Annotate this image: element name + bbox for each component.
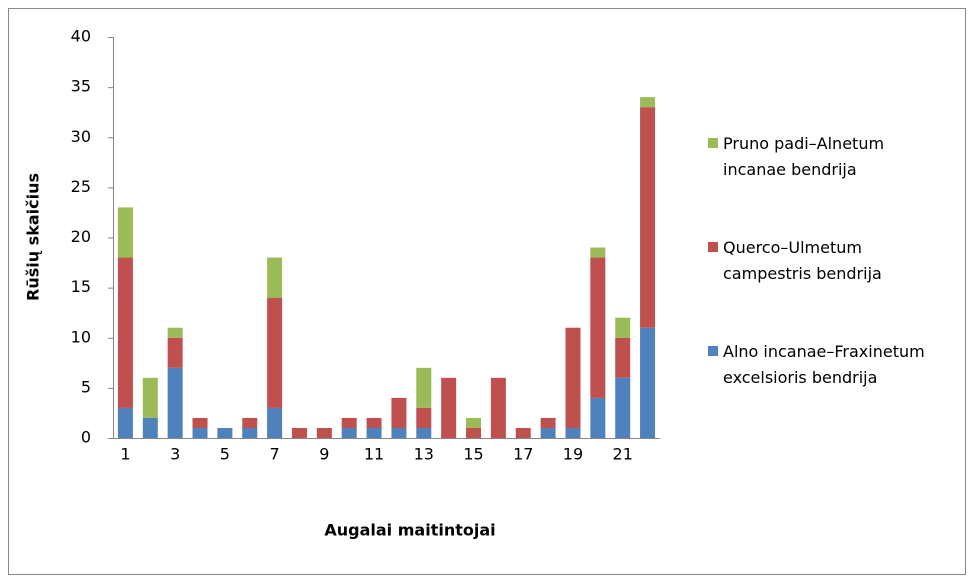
y-tick-label: 30: [71, 127, 91, 146]
bar-segment: [267, 257, 283, 298]
bar-segment: [341, 417, 357, 428]
bar-segment: [117, 207, 133, 258]
bar-segment: [490, 377, 506, 438]
y-axis-title: Rūšių skaičius: [24, 173, 43, 301]
bar-segment: [565, 327, 581, 428]
x-tick-label: 5: [220, 445, 230, 464]
bar-segment: [565, 427, 581, 438]
bar-segment: [142, 417, 158, 438]
bar-segment: [590, 247, 606, 258]
legend-label: Querco–Ulmetum campestris bendrija: [723, 238, 882, 283]
legend-swatch: [708, 138, 718, 148]
chart-border: [8, 8, 966, 575]
bar-segment: [366, 417, 382, 428]
bar-segment: [267, 297, 283, 408]
x-tick-label: 13: [414, 445, 434, 464]
bar-segment: [515, 427, 531, 438]
bar-segment: [466, 417, 482, 428]
bar-segment: [167, 337, 183, 368]
legend-entry: Pruno padi–Alnetum incanae bendrija: [708, 131, 943, 183]
bar-segment: [466, 427, 482, 438]
y-tick-label: 25: [71, 177, 91, 196]
bar-segment: [366, 427, 382, 438]
legend-swatch: [708, 242, 718, 252]
x-tick-label: 11: [364, 445, 384, 464]
y-tick-label: 0: [81, 428, 91, 447]
bar-segment: [117, 257, 133, 408]
bar-segment: [142, 377, 158, 418]
bar-segment: [615, 317, 631, 338]
y-tick-label: 5: [81, 377, 91, 396]
bar-segment: [291, 427, 307, 438]
bar-segment: [341, 427, 357, 438]
bar-segment: [217, 427, 233, 438]
bar-segment: [416, 407, 432, 428]
bar-segment: [242, 417, 258, 428]
legend-entry: Alno incanae–Fraxinetum excelsioris bend…: [708, 339, 943, 391]
x-tick-label: 1: [120, 445, 130, 464]
x-tick-label: 7: [270, 445, 280, 464]
x-tick-label: 3: [170, 445, 180, 464]
bar-segment: [192, 417, 208, 428]
legend-label: Alno incanae–Fraxinetum excelsioris bend…: [723, 342, 925, 387]
x-tick-label: 15: [463, 445, 483, 464]
y-tick-label: 15: [71, 277, 91, 296]
bar-segment: [391, 427, 407, 438]
bar-segment: [640, 327, 656, 438]
bar-segment: [615, 377, 631, 438]
bar-segment: [267, 407, 283, 438]
bar-segment: [391, 397, 407, 428]
x-tick-label: 19: [563, 445, 583, 464]
bar-segment: [590, 257, 606, 398]
y-tick-label: 35: [71, 77, 91, 96]
x-tick-label: 17: [513, 445, 533, 464]
bar-segment: [242, 427, 258, 438]
bar-segment: [316, 427, 332, 438]
bar-segment: [540, 427, 556, 438]
y-tick-label: 20: [71, 227, 91, 246]
x-tick-label: 21: [613, 445, 633, 464]
bar-segment: [117, 407, 133, 438]
x-axis-title: Augalai maitintojai: [324, 521, 495, 540]
x-tick-label: 9: [319, 445, 329, 464]
legend-entry: Querco–Ulmetum campestris bendrija: [708, 235, 943, 287]
bar-segment: [167, 367, 183, 438]
legend-swatch: [708, 346, 718, 356]
bar-segment: [441, 377, 457, 438]
bar-segment: [416, 367, 432, 408]
legend-label: Pruno padi–Alnetum incanae bendrija: [723, 134, 885, 179]
y-tick-label: 40: [71, 27, 91, 46]
bar-segment: [192, 427, 208, 438]
bar-segment: [416, 427, 432, 438]
bar-segment: [615, 337, 631, 378]
bar-segment: [590, 397, 606, 438]
bar-segment: [640, 97, 656, 108]
y-tick-label: 10: [71, 327, 91, 346]
bar-segment: [540, 417, 556, 428]
bar-segment: [640, 107, 656, 328]
bar-segment: [167, 327, 183, 338]
